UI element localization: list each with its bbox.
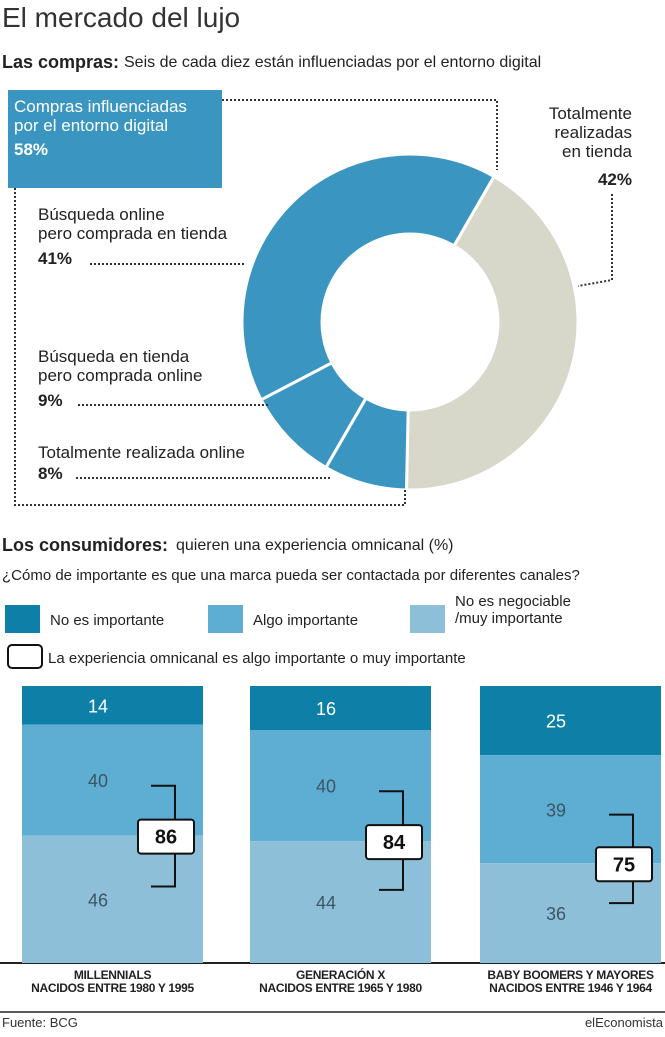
question: ¿Cómo de importante es que una marca pue…: [2, 567, 580, 584]
section-subtitle: Seis de cada diez están influenciadas po…: [124, 54, 542, 71]
legend-bracket-box: [7, 644, 43, 669]
segment-label: Totalmente realizadas en tienda: [548, 104, 632, 162]
publisher: elEconomista: [584, 1015, 663, 1030]
bar-value: 39: [546, 800, 566, 820]
total-value: 84: [383, 832, 406, 854]
group-label: Compras influenciadas por el entorno dig…: [14, 97, 187, 136]
group-outline: [222, 99, 498, 170]
donut-segment: [404, 174, 580, 492]
donut-segment: [240, 152, 497, 402]
bar-segment: [250, 686, 431, 731]
bar-value: 36: [546, 904, 566, 924]
legend-label: La experiencia omnicanal es algo importa…: [48, 650, 466, 667]
segment-label: Búsqueda en tienda pero comprada online: [38, 347, 203, 386]
total-box: [365, 824, 423, 861]
group-value: 58%: [14, 140, 49, 159]
category-label: GENERACIÓN X NACIDOS ENTRE 1965 Y 1980: [259, 968, 422, 996]
bar-value: 16: [316, 699, 336, 719]
segment-value: 41%: [38, 249, 73, 268]
leader-line: [577, 194, 613, 287]
bar-segment: [480, 686, 661, 756]
total-box: [137, 818, 195, 855]
category-label: MILLENNIALS NACIDOS ENTRE 1980 Y 1995: [31, 968, 194, 996]
segment-value: 42%: [597, 170, 632, 189]
bar-segment: [480, 755, 661, 864]
category-label: BABY BOOMERS Y MAYORES NACIDOS ENTRE 194…: [487, 968, 654, 996]
bar-segment: [250, 730, 431, 842]
legend-label: Algo importante: [253, 612, 359, 629]
legend-swatch: [5, 605, 40, 633]
group-outline: [14, 188, 406, 506]
segment-label: Totalmente realizada online: [38, 443, 245, 462]
legend-label: No es importante: [50, 612, 165, 629]
bar-segment: [22, 835, 203, 963]
bar-value: 25: [546, 712, 566, 732]
total-box: [595, 846, 653, 883]
bar-value: 14: [88, 696, 108, 716]
section-title: Las compras:: [2, 52, 120, 72]
legend-swatch: [208, 605, 243, 633]
segment-label: Búsqueda online pero comprada en tienda: [38, 205, 228, 244]
bar-value: 46: [88, 890, 108, 910]
bar-value: 40: [316, 777, 336, 797]
bar-value: 44: [316, 893, 336, 913]
bar-segment: [22, 724, 203, 836]
segment-value: 9%: [38, 391, 63, 410]
legend-swatch: [410, 605, 445, 633]
segment-value: 8%: [38, 464, 63, 483]
donut-segment: [323, 396, 410, 492]
source: Fuente: BCG: [2, 1015, 78, 1030]
bar-segment: [22, 686, 203, 725]
section-subtitle: quieren una experiencia omnicanal (%): [176, 537, 454, 554]
total-value: 86: [155, 827, 177, 849]
legend-label: No es negociable /muy importante: [455, 593, 571, 627]
main-title: El mercado del lujo: [2, 2, 241, 33]
total-value: 75: [613, 854, 635, 876]
bar-value: 40: [88, 771, 108, 791]
bar-segment: [250, 841, 431, 963]
section-title: Los consumidores:: [2, 535, 169, 555]
group-box: [8, 90, 222, 188]
